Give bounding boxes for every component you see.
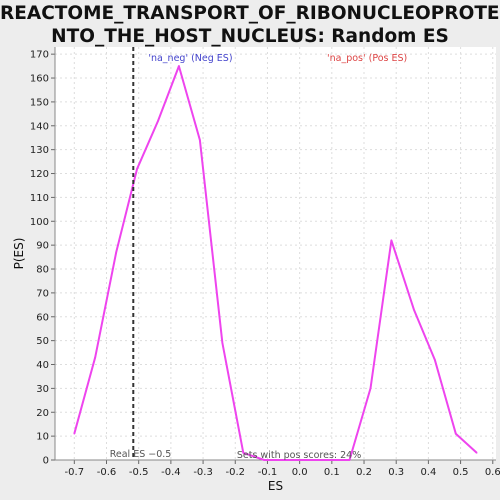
data-point <box>115 251 117 254</box>
y-tick-label: 90 <box>36 241 49 252</box>
chart-title: REACTOME_TRANSPORT_OF_RIBONUCLEOPROTEINS… <box>0 3 500 70</box>
data-point <box>73 432 76 435</box>
y-tick-label: 140 <box>30 121 49 132</box>
x-tick-label: -0.3 <box>193 467 213 478</box>
y-tick-label: 110 <box>30 193 49 204</box>
data-point <box>475 452 478 454</box>
data-point <box>242 452 245 454</box>
y-tick-label: 120 <box>30 169 49 180</box>
y-tick-label: 160 <box>30 74 49 85</box>
y-tick-label: 80 <box>36 265 49 276</box>
x-tick-label: 0.5 <box>453 467 469 478</box>
y-tick-label: 20 <box>36 408 49 419</box>
data-point <box>413 308 415 311</box>
series-layer <box>73 65 478 461</box>
x-tick-label: 0.4 <box>420 467 436 478</box>
y-tick-label: 150 <box>30 97 49 108</box>
x-tick-label: 0.2 <box>356 467 372 478</box>
data-point <box>454 432 457 435</box>
x-tick-label: 0.3 <box>388 467 404 478</box>
y-tick-label: 10 <box>36 432 49 443</box>
data-point <box>327 459 330 461</box>
x-tick-label: -0.5 <box>129 467 149 478</box>
data-point <box>136 167 138 170</box>
data-point <box>221 342 224 344</box>
x-tick-label: -0.6 <box>97 467 117 478</box>
pos-es-label: 'na_pos' (Pos ES) <box>327 53 407 64</box>
x-tick-label: -0.1 <box>258 467 278 478</box>
y-axis-label: P(ES) <box>12 238 26 270</box>
series-line <box>73 65 478 461</box>
y-tick-label: 130 <box>30 145 49 156</box>
data-point <box>284 459 286 461</box>
data-point <box>178 65 180 67</box>
x-tick-label: 0.0 <box>292 467 308 478</box>
x-tick-label: 0.6 <box>485 467 500 478</box>
grid <box>55 47 496 461</box>
y-tick-label: 170 <box>30 50 49 61</box>
data-point <box>306 459 309 461</box>
plot-area <box>55 47 496 460</box>
x-tick-label: -0.7 <box>65 467 85 478</box>
data-point <box>369 387 372 390</box>
x-tick-label: 0.1 <box>324 467 340 478</box>
y-tick-label: 100 <box>30 217 49 228</box>
y-tick-label: 30 <box>36 384 49 395</box>
y-tick-label: 70 <box>36 288 49 299</box>
y-tick-label: 40 <box>36 360 49 371</box>
data-point <box>157 120 159 122</box>
data-point <box>434 358 436 361</box>
data-point <box>199 139 201 141</box>
y-tick-label: 0 <box>43 456 49 467</box>
data-point <box>348 459 351 461</box>
pos-scores-annotation: Sets with pos scores: 24% <box>237 450 361 461</box>
ticks: -0.7 -0.6 -0.5 -0.4 -0.3 -0.2 -0.1 0.0 0.1 0.2 0.3… <box>30 50 500 478</box>
data-point <box>390 239 393 242</box>
x-tick-label: -0.2 <box>226 467 246 478</box>
y-tick-label: 60 <box>36 312 49 323</box>
y-tick-label: 50 <box>36 336 49 347</box>
x-axis-label: ES <box>268 479 283 493</box>
data-point <box>263 459 266 461</box>
neg-es-label: 'na_neg' (Neg ES) <box>148 53 232 64</box>
real-es-label: Real ES −0.5 <box>110 449 172 460</box>
data-point <box>94 356 97 359</box>
x-tick-label: -0.4 <box>161 467 181 478</box>
